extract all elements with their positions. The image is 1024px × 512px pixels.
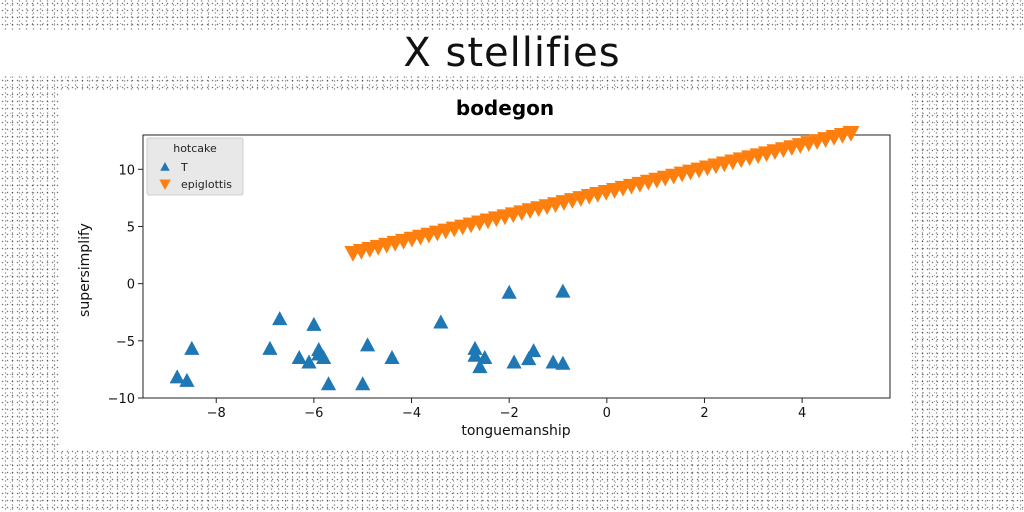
y-tick-label: 10 xyxy=(118,163,135,178)
data-point-T xyxy=(521,351,537,366)
x-tick-label: −2 xyxy=(500,406,519,421)
legend-label-epiglottis: epiglottis xyxy=(181,178,232,191)
scatter-chart: bodegon −8 −6 −4 −2 0 2 4 −10 −5 0 5 10 tonguemansh… xyxy=(77,96,891,439)
y-tick-label: 0 xyxy=(127,278,135,293)
legend-marker-epiglottis xyxy=(159,179,171,190)
legend-title: hotcake xyxy=(173,142,217,155)
data-point-T xyxy=(477,349,493,364)
data-point-T xyxy=(291,349,307,364)
data-point-T xyxy=(525,343,542,358)
data-point-T xyxy=(472,359,488,374)
legend-box xyxy=(146,137,244,196)
legend-label-T: T xyxy=(180,161,188,174)
legend-marker-T xyxy=(160,162,170,171)
plot-frame xyxy=(142,134,891,399)
data-point-T xyxy=(384,349,400,364)
data-point-T xyxy=(355,376,371,391)
data-point-T xyxy=(506,354,522,369)
data-point-T xyxy=(169,369,185,384)
page-title: X stellifies xyxy=(0,30,1024,76)
y-tick-label: −10 xyxy=(108,392,135,407)
data-point-T xyxy=(306,316,322,331)
data-point-T xyxy=(501,284,517,299)
x-axis-label: tonguemanship xyxy=(461,423,570,439)
data-point-T xyxy=(272,311,288,326)
data-point-T xyxy=(316,349,332,364)
x-tick-label: −6 xyxy=(304,406,323,421)
x-tick-label: −8 xyxy=(207,406,226,421)
data-point-T xyxy=(179,372,195,387)
data-point-epiglottis xyxy=(842,125,860,142)
y-tick-label: 5 xyxy=(127,220,135,235)
plot-area: −8 −6 −4 −2 0 2 4 −10 −5 0 5 10 xyxy=(108,125,891,421)
data-point-T xyxy=(467,347,483,362)
x-tick-label: 4 xyxy=(798,406,806,421)
data-point-T xyxy=(359,337,376,352)
y-tick-label: −5 xyxy=(116,335,135,350)
chart-title: bodegon xyxy=(456,96,554,120)
data-point-T xyxy=(433,314,449,329)
data-point-T xyxy=(555,355,571,370)
data-point-T xyxy=(545,354,561,369)
data-point-T xyxy=(184,340,200,355)
data-point-T xyxy=(320,376,337,391)
data-point-T xyxy=(555,283,571,298)
x-tick-label: 0 xyxy=(603,406,611,421)
chart-container: bodegon −8 −6 −4 −2 0 2 4 −10 −5 0 5 10 tonguemansh… xyxy=(60,90,910,450)
x-tick-label: −4 xyxy=(402,406,421,421)
y-axis-label: supersimplify xyxy=(77,223,93,317)
data-point-T xyxy=(262,340,278,355)
data-point-T xyxy=(301,354,317,369)
x-tick-label: 2 xyxy=(700,406,708,421)
